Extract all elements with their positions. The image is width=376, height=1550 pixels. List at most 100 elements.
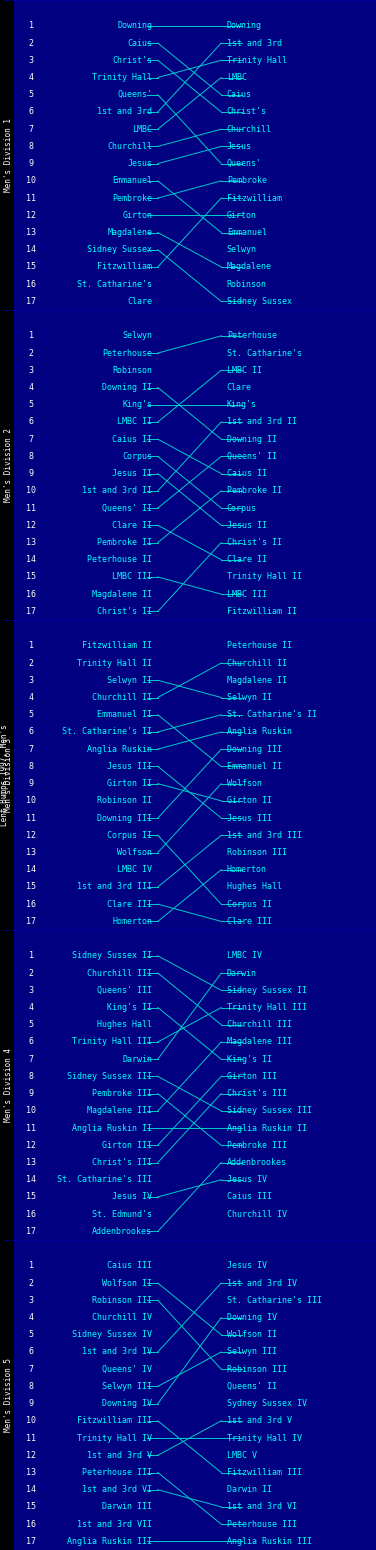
- Text: 17: 17: [26, 1228, 36, 1235]
- Text: King's II: King's II: [107, 1003, 152, 1012]
- Text: Robinson III: Robinson III: [227, 1364, 287, 1373]
- Text: 1: 1: [29, 952, 33, 961]
- Text: 6: 6: [29, 727, 33, 736]
- Text: 3: 3: [29, 56, 33, 65]
- Text: 1st and 3rd V: 1st and 3rd V: [227, 1417, 292, 1426]
- Text: St. Catharine's: St. Catharine's: [77, 279, 152, 288]
- Text: Men's Division 4: Men's Division 4: [4, 1048, 13, 1122]
- Text: 6: 6: [29, 107, 33, 116]
- Text: Men's Division 3: Men's Division 3: [4, 738, 13, 812]
- Text: Sidney Sussex II: Sidney Sussex II: [72, 952, 152, 961]
- Text: Robinson III: Robinson III: [92, 1296, 152, 1305]
- Text: 13: 13: [26, 1158, 36, 1167]
- Text: Emmanuel II: Emmanuel II: [227, 763, 282, 770]
- Text: Girton: Girton: [122, 211, 152, 220]
- Text: 1st and 3rd: 1st and 3rd: [97, 107, 152, 116]
- Text: Men's Division 5: Men's Division 5: [4, 1358, 13, 1432]
- Text: 5: 5: [29, 90, 33, 99]
- Text: Jesus: Jesus: [127, 160, 152, 167]
- Text: Queens' II: Queens' II: [227, 453, 277, 460]
- Text: Homerton: Homerton: [227, 865, 267, 874]
- Text: Men's Division 1: Men's Division 1: [4, 118, 13, 192]
- Text: Clare II: Clare II: [227, 555, 267, 564]
- Text: 2: 2: [29, 659, 33, 668]
- Text: St. Catharine's III: St. Catharine's III: [227, 1296, 322, 1305]
- Text: 8: 8: [29, 143, 33, 150]
- Text: Anglia Ruskin: Anglia Ruskin: [87, 744, 152, 753]
- Text: St. Catharine's III: St. Catharine's III: [57, 1175, 152, 1184]
- Text: 9: 9: [29, 1400, 33, 1407]
- Text: 5: 5: [29, 710, 33, 719]
- Text: Christ's: Christ's: [112, 56, 152, 65]
- Text: Peterhouse III: Peterhouse III: [227, 1519, 297, 1528]
- Text: Fitzwilliam: Fitzwilliam: [97, 262, 152, 271]
- Text: 10: 10: [26, 487, 36, 496]
- Text: 1st and 3rd VI: 1st and 3rd VI: [227, 1502, 297, 1511]
- Text: 2: 2: [29, 349, 33, 358]
- Text: 12: 12: [26, 831, 36, 840]
- Text: Churchill: Churchill: [227, 124, 272, 133]
- Text: 12: 12: [26, 211, 36, 220]
- Text: Trinity Hall IV: Trinity Hall IV: [77, 1434, 152, 1443]
- Text: Girton III: Girton III: [227, 1073, 277, 1080]
- Text: Jesus II: Jesus II: [112, 470, 152, 477]
- Text: 14: 14: [26, 1485, 36, 1494]
- Text: 10: 10: [26, 797, 36, 806]
- Text: Churchill III: Churchill III: [227, 1020, 292, 1029]
- Text: 1: 1: [29, 642, 33, 651]
- Text: Trinity Hall IV: Trinity Hall IV: [227, 1434, 302, 1443]
- Text: Downing: Downing: [117, 22, 152, 31]
- Text: Fitzwilliam II: Fitzwilliam II: [82, 642, 152, 651]
- Text: 6: 6: [29, 417, 33, 426]
- Text: Christ's III: Christ's III: [92, 1158, 152, 1167]
- Text: LMBC IV: LMBC IV: [117, 865, 152, 874]
- Text: Downing III: Downing III: [227, 744, 282, 753]
- Text: 9: 9: [29, 1090, 33, 1097]
- Text: Clare: Clare: [127, 298, 152, 305]
- Text: Pembroke II: Pembroke II: [227, 487, 282, 496]
- Text: 17: 17: [26, 608, 36, 615]
- Text: Jesus IV: Jesus IV: [227, 1262, 267, 1271]
- Text: Fitzwilliam III: Fitzwilliam III: [77, 1417, 152, 1426]
- Text: 4: 4: [29, 1313, 33, 1322]
- Text: 13: 13: [26, 848, 36, 857]
- Text: Selwyn: Selwyn: [122, 332, 152, 341]
- Text: Magdalene III: Magdalene III: [87, 1107, 152, 1116]
- Text: 16: 16: [26, 1519, 36, 1528]
- Text: 15: 15: [26, 262, 36, 271]
- Text: Churchill III: Churchill III: [87, 969, 152, 978]
- Text: 1st and 3rd II: 1st and 3rd II: [227, 417, 297, 426]
- Text: Selwyn: Selwyn: [227, 245, 257, 254]
- Text: 17: 17: [26, 1538, 36, 1545]
- Text: Jesus III: Jesus III: [227, 814, 272, 823]
- Text: 11: 11: [26, 194, 36, 203]
- Text: Christ's II: Christ's II: [97, 608, 152, 615]
- Bar: [14, 930, 376, 1240]
- Text: 1: 1: [29, 332, 33, 341]
- Text: King's: King's: [122, 400, 152, 409]
- Text: Peterhouse: Peterhouse: [102, 349, 152, 358]
- Text: Downing IV: Downing IV: [227, 1313, 277, 1322]
- Text: 13: 13: [26, 228, 36, 237]
- Text: Emmanuel II: Emmanuel II: [97, 710, 152, 719]
- Text: Queens' II: Queens' II: [227, 1383, 277, 1390]
- Text: 1st and 3rd VI: 1st and 3rd VI: [82, 1485, 152, 1494]
- Text: 10: 10: [26, 1417, 36, 1426]
- Text: Trinity Hall II: Trinity Hall II: [77, 659, 152, 668]
- Text: Wolfson II: Wolfson II: [227, 1330, 277, 1339]
- Text: 1st and 3rd: 1st and 3rd: [227, 39, 282, 48]
- Text: Churchill: Churchill: [107, 143, 152, 150]
- Text: Trinity Hall: Trinity Hall: [92, 73, 152, 82]
- Text: St. Catharine's II: St. Catharine's II: [62, 727, 152, 736]
- Text: 6: 6: [29, 1037, 33, 1046]
- Text: Hughes Hall: Hughes Hall: [227, 882, 282, 891]
- Text: Jesus IV: Jesus IV: [227, 1175, 267, 1184]
- Text: 9: 9: [29, 160, 33, 167]
- Text: Clare II: Clare II: [112, 521, 152, 530]
- Text: Selwyn II: Selwyn II: [107, 676, 152, 685]
- Text: Emmanuel: Emmanuel: [112, 177, 152, 186]
- Text: St. Edmund's: St. Edmund's: [92, 1209, 152, 1218]
- Text: Robinson: Robinson: [227, 279, 267, 288]
- Text: 13: 13: [26, 538, 36, 547]
- Text: Darwin: Darwin: [122, 1054, 152, 1063]
